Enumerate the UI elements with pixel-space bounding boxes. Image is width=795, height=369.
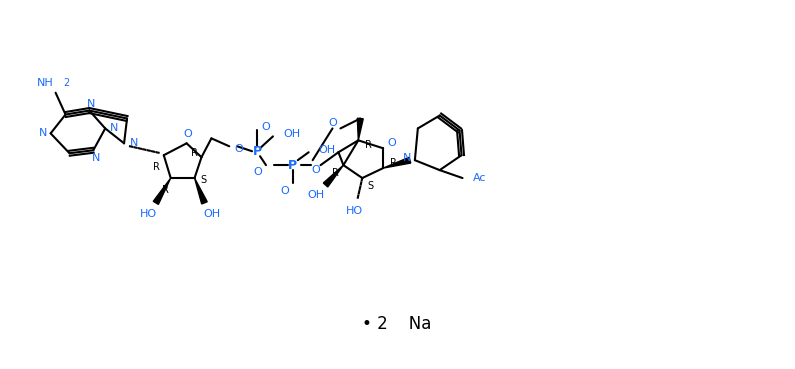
Polygon shape — [153, 178, 171, 204]
Text: S: S — [367, 181, 374, 191]
Text: Ac: Ac — [472, 173, 486, 183]
Text: O: O — [254, 167, 262, 177]
Text: R: R — [390, 158, 397, 168]
Text: O: O — [183, 130, 192, 139]
Text: N: N — [403, 153, 411, 163]
Text: R: R — [365, 140, 371, 150]
Text: R: R — [153, 162, 161, 172]
Text: HO: HO — [141, 209, 157, 219]
Text: R: R — [162, 185, 169, 195]
Text: R: R — [191, 148, 198, 158]
Text: OH: OH — [284, 130, 301, 139]
Text: OH: OH — [319, 145, 335, 155]
Text: N: N — [38, 128, 47, 138]
Text: O: O — [281, 186, 289, 196]
Text: N: N — [87, 99, 95, 108]
Text: 2: 2 — [64, 78, 70, 88]
Text: • 2    Na: • 2 Na — [363, 315, 432, 333]
Text: R: R — [332, 168, 339, 178]
Polygon shape — [357, 118, 363, 140]
Text: OH: OH — [204, 209, 221, 219]
Text: N: N — [92, 153, 100, 163]
Polygon shape — [195, 178, 207, 204]
Polygon shape — [383, 157, 411, 168]
Polygon shape — [324, 165, 343, 187]
Text: N: N — [110, 123, 118, 134]
Text: OH: OH — [307, 190, 324, 200]
Text: O: O — [262, 123, 270, 132]
Text: O: O — [328, 118, 337, 128]
Text: P: P — [289, 159, 297, 172]
Text: HO: HO — [346, 206, 363, 216]
Text: P: P — [253, 145, 262, 158]
Text: NH: NH — [37, 78, 53, 88]
Text: N: N — [130, 138, 138, 148]
Text: O: O — [388, 138, 397, 148]
Text: O: O — [312, 165, 320, 175]
Text: S: S — [200, 175, 207, 185]
Text: O: O — [235, 144, 243, 154]
